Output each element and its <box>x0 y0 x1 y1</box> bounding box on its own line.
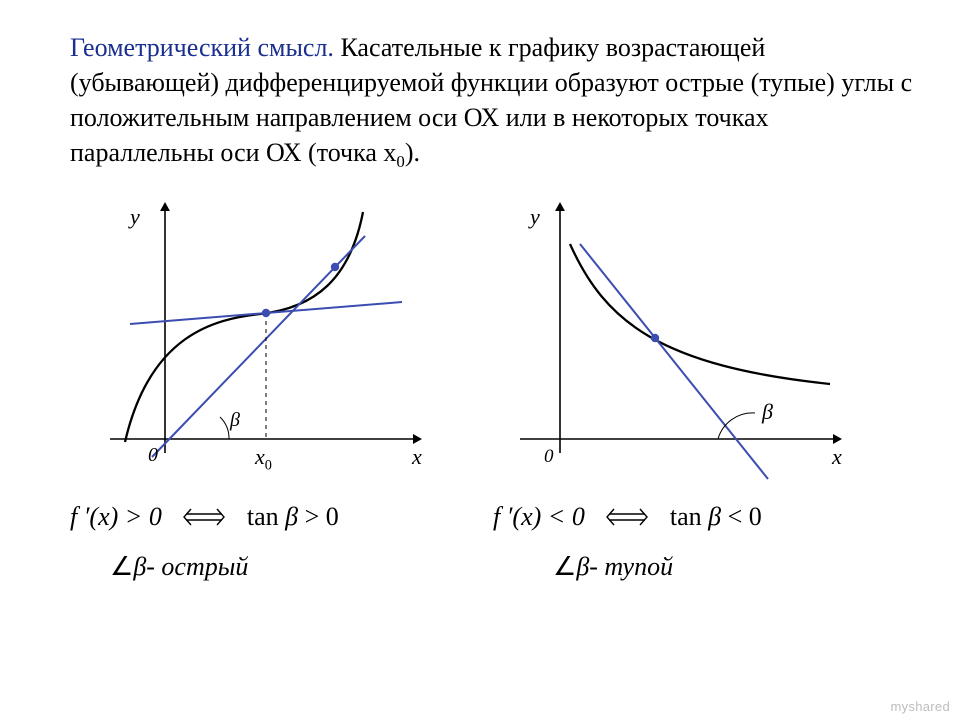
label-x: x <box>412 444 422 470</box>
figure-right: y x 0 β <box>490 184 870 484</box>
formula-left: f ′(x) > 0 tan β > 0 ∠β- острый <box>70 502 493 582</box>
label-x: x <box>832 444 842 470</box>
heading-x0-sub: 0 <box>396 152 404 171</box>
label-zero: 0 <box>148 444 158 467</box>
formula-left-f: f ′(x) > 0 <box>70 502 168 531</box>
iff-icon <box>182 504 226 534</box>
caption-left: ∠β- острый <box>110 552 493 582</box>
label-x0: x0 <box>255 444 272 474</box>
beta-arc <box>718 413 755 439</box>
point-flat <box>262 309 270 317</box>
label-y: y <box>130 204 140 230</box>
x-axis-arrow-icon <box>833 434 842 444</box>
x-axis-arrow-icon <box>413 434 422 444</box>
y-axis-arrow-icon <box>555 202 565 211</box>
watermark: myshared <box>891 699 950 714</box>
figure-left-svg <box>70 184 450 484</box>
angle-icon: ∠ <box>110 552 133 581</box>
formula-right-tan: tan β < 0 <box>670 502 762 531</box>
tangent <box>580 244 768 479</box>
formula-right-f: f ′(x) < 0 <box>493 502 591 531</box>
point-steep <box>331 263 339 271</box>
label-y: y <box>530 204 540 230</box>
formula-right-expr: f ′(x) < 0 tan β < 0 <box>493 502 916 534</box>
point-tangent <box>651 334 659 342</box>
label-beta: β <box>230 409 240 432</box>
formula-left-expr: f ′(x) > 0 tan β > 0 <box>70 502 493 534</box>
iff-icon <box>605 504 649 534</box>
formula-row: f ′(x) > 0 tan β > 0 ∠β- острый <box>70 502 916 582</box>
heading-tail: ). <box>405 138 420 167</box>
label-zero: 0 <box>544 446 554 468</box>
caption-right: ∠β- тупой <box>553 552 916 582</box>
heading-lead: Геометрический смысл. <box>70 33 334 62</box>
figure-right-svg <box>490 184 870 484</box>
curve <box>570 244 830 384</box>
y-axis-arrow-icon <box>160 202 170 211</box>
figure-left: y x 0 x0 β <box>70 184 450 484</box>
angle-icon: ∠ <box>553 552 576 581</box>
beta-arc <box>220 417 229 439</box>
label-beta: β <box>762 399 773 425</box>
curve <box>125 212 363 442</box>
formula-left-tan: tan β > 0 <box>247 502 339 531</box>
figures-row: y x 0 x0 β y x 0 β <box>70 184 916 484</box>
heading-paragraph: Геометрический смысл. Касательные к граф… <box>70 30 916 174</box>
formula-right: f ′(x) < 0 tan β < 0 ∠β- тупой <box>493 502 916 582</box>
slide: Геометрический смысл. Касательные к граф… <box>0 0 960 720</box>
